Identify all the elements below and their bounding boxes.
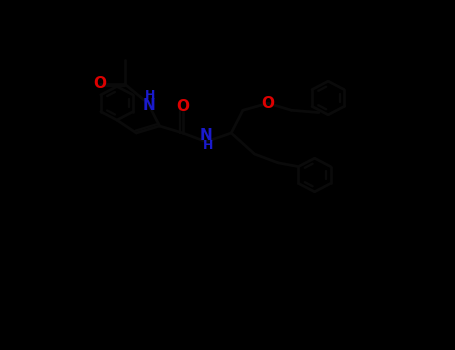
- Text: O: O: [93, 77, 106, 91]
- Text: O: O: [262, 96, 274, 111]
- Text: N: N: [143, 98, 156, 112]
- Text: O: O: [177, 99, 189, 114]
- Text: H: H: [145, 89, 155, 102]
- Text: N: N: [200, 128, 212, 143]
- Text: H: H: [202, 139, 213, 152]
